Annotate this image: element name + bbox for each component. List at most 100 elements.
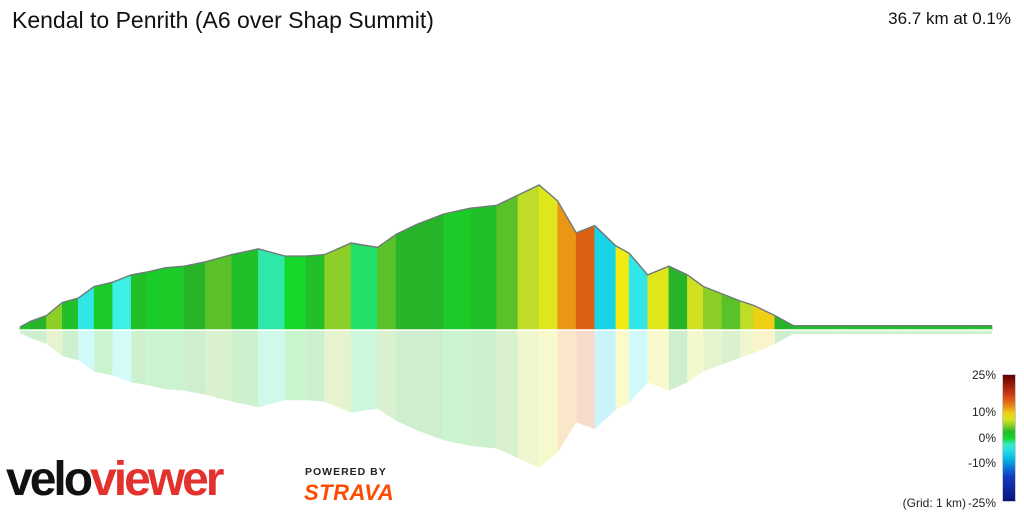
reflection-segment xyxy=(131,330,148,386)
reflection-segment xyxy=(615,330,630,410)
reflection-segment xyxy=(629,330,648,404)
profile-segment xyxy=(687,274,704,331)
reflection-segment xyxy=(576,330,595,430)
profile-segment xyxy=(324,242,352,331)
strava-logo: STRAVA xyxy=(304,480,395,505)
profile-segment xyxy=(517,184,540,331)
logo-velo: velo xyxy=(6,453,93,506)
reflection-segment xyxy=(46,330,63,357)
reflection-segment xyxy=(324,330,352,413)
reflection-segment xyxy=(721,330,741,365)
profile-segment xyxy=(443,207,471,331)
profile-outline xyxy=(19,184,992,328)
reflection-segment xyxy=(443,330,471,446)
reflection-segment xyxy=(62,330,79,361)
profile-segment xyxy=(165,265,185,331)
profile-segment xyxy=(146,267,166,331)
reflection-segment xyxy=(965,330,979,335)
profile-segment xyxy=(112,274,132,331)
reflection-segment xyxy=(753,330,775,354)
powered-by-label: POWERED BY xyxy=(305,466,387,478)
reflection-segment xyxy=(377,330,397,421)
reflection-segment xyxy=(848,330,868,335)
reflection-segment xyxy=(496,330,518,459)
reflection-segment xyxy=(396,330,418,431)
reflection-segment xyxy=(306,330,325,402)
page-title: Kendal to Penrith (A6 over Shap Summit) xyxy=(12,7,434,33)
legend-label-0: 0% xyxy=(978,431,996,445)
profile-segment xyxy=(183,261,206,331)
profile-segment xyxy=(753,304,776,331)
legend-label-25: 25% xyxy=(971,368,996,382)
reflection-segment xyxy=(112,330,132,383)
profile-segment xyxy=(496,194,519,331)
reflection-segment xyxy=(470,330,497,449)
reflection-segment xyxy=(814,330,836,335)
profile-segment xyxy=(62,297,79,331)
profile-segment xyxy=(469,204,498,331)
reflection-segment xyxy=(517,330,540,468)
legend-label-10: 10% xyxy=(971,405,996,419)
gradient-color-scale xyxy=(1002,374,1016,502)
profile-segment xyxy=(205,254,233,331)
reflection-segment xyxy=(978,330,992,335)
profile-segments xyxy=(19,184,993,331)
route-summary: 36.7 km at 0.1% xyxy=(888,9,1011,28)
reflection-segment xyxy=(907,330,929,335)
veloviewer-logo: veloviewer xyxy=(6,452,224,508)
reflection-segment xyxy=(165,330,185,391)
reflection-segment xyxy=(557,330,577,453)
reflection-segment xyxy=(539,330,558,468)
profile-segment xyxy=(668,265,688,331)
reflection-segment xyxy=(687,330,704,383)
profile-segment xyxy=(395,223,418,331)
reflection-segment xyxy=(20,330,31,339)
reflection-segment xyxy=(94,330,113,376)
reflection-segment xyxy=(888,330,908,335)
reflection-segment xyxy=(284,330,307,401)
profile-segment xyxy=(46,301,63,331)
profile-segment xyxy=(377,233,397,331)
profile-reflection xyxy=(20,330,992,468)
profile-segment xyxy=(575,225,596,331)
legend-label-minus-10: -10% xyxy=(967,456,996,470)
profile-segment xyxy=(557,199,577,331)
profile-segment xyxy=(538,184,558,331)
reflection-segment xyxy=(740,330,754,358)
profile-segment xyxy=(93,281,113,331)
reflection-segment xyxy=(184,330,206,395)
reflection-segment xyxy=(946,330,966,335)
reflection-segment xyxy=(928,330,947,335)
reflection-segment xyxy=(231,330,259,408)
reflection-segment xyxy=(647,330,669,391)
reflection-segment xyxy=(351,330,378,413)
logo-viewer: viewer xyxy=(90,453,224,506)
legend-label-minus-25: -25% xyxy=(967,496,996,510)
reflection-segment xyxy=(30,330,47,344)
profile-segment xyxy=(416,213,445,331)
profile-segment xyxy=(594,224,617,331)
reflection-segment xyxy=(594,330,616,430)
profile-segment xyxy=(350,242,378,331)
profile-segment xyxy=(647,265,670,331)
profile-segment xyxy=(615,245,630,331)
reflection-segment xyxy=(867,330,889,335)
profile-segment xyxy=(258,248,286,331)
profile-segment xyxy=(130,271,148,331)
reflection-segment xyxy=(205,330,232,402)
profile-segment xyxy=(305,254,325,331)
reflection-segment xyxy=(78,330,95,372)
reflection-segment xyxy=(835,330,849,335)
profile-segment xyxy=(231,248,259,331)
reflection-segment xyxy=(668,330,688,391)
reflection-segment xyxy=(258,330,285,408)
reflection-segment xyxy=(703,330,722,372)
reflection-segment xyxy=(774,330,794,344)
grid-note: (Grid: 1 km) xyxy=(902,496,966,510)
gradient-legend: 25% 10% 0% -10% -25% xyxy=(940,366,1024,512)
reflection-segment xyxy=(417,330,444,441)
profile-segment xyxy=(284,255,307,331)
reflection-segment xyxy=(793,330,815,335)
reflection-segment xyxy=(147,330,166,390)
